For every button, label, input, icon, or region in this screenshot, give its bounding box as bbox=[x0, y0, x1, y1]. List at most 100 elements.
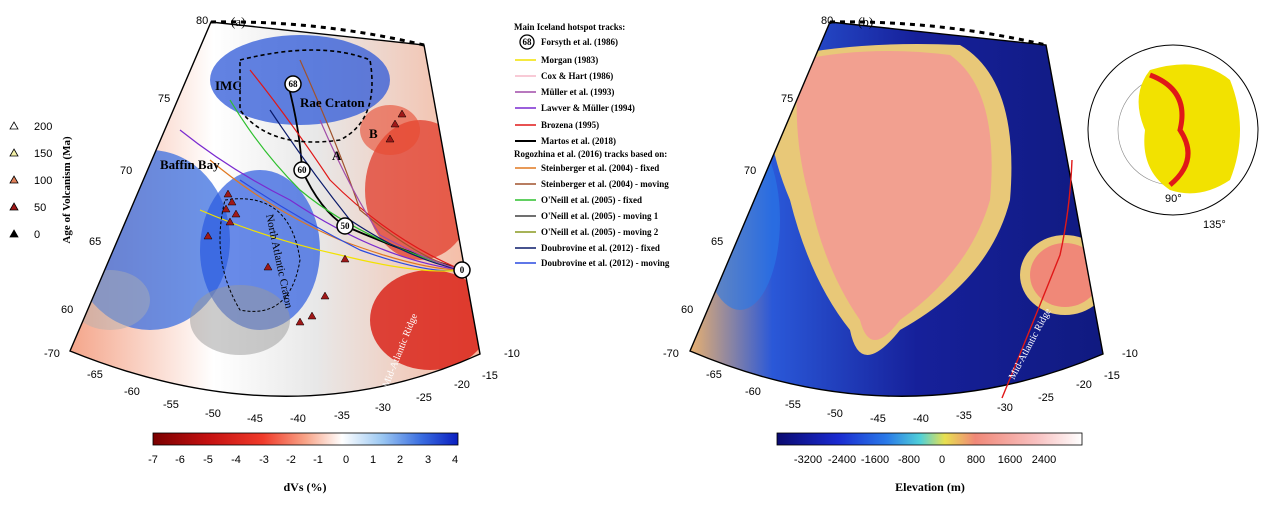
panel-a-lat-labels: 80 75 70 65 60 bbox=[61, 15, 208, 316]
colorbar-b-title: Elevation (m) bbox=[895, 480, 965, 494]
lon-b-45: -45 bbox=[870, 413, 886, 425]
label-b: B bbox=[369, 126, 378, 141]
track-legend-item-oneill-moving1: O'Neill et al. (2005) - moving 1 bbox=[515, 211, 659, 221]
track-legend-item-stein-moving: Steinberger et al. (2004) - moving bbox=[515, 179, 669, 189]
track-marker-50: 50 bbox=[336, 217, 354, 235]
track-legend-item-oneill-fixed: O'Neill et al. (2005) - fixed bbox=[515, 195, 642, 205]
svg-text:3: 3 bbox=[425, 454, 431, 466]
lat-b-70: 70 bbox=[744, 165, 756, 177]
svg-text:Lawver & Müller (1994): Lawver & Müller (1994) bbox=[541, 103, 635, 113]
panel-b-frame-hatch bbox=[829, 20, 1047, 47]
panel-b-lon-labels: -70 -65 -60 -55 -50 -45 -40 -35 -30 -25 … bbox=[663, 348, 1138, 425]
volcanism-legend: Age of Volcanism (Ma) 200 150 100 50 0 bbox=[9, 121, 73, 244]
svg-text:Steinberger et al. (2004) - mo: Steinberger et al. (2004) - moving bbox=[541, 179, 669, 189]
panel-a-nac-outline bbox=[219, 198, 301, 312]
svg-text:68: 68 bbox=[523, 37, 533, 47]
inset-landmass bbox=[1138, 64, 1240, 194]
svg-text:-3: -3 bbox=[259, 454, 269, 466]
svg-text:Martos et al. (2018): Martos et al. (2018) bbox=[541, 136, 616, 146]
svg-text:-2400: -2400 bbox=[828, 454, 856, 466]
svg-text:0: 0 bbox=[34, 229, 40, 241]
svg-text:Doubrovine et al. (2012) - mov: Doubrovine et al. (2012) - moving bbox=[541, 258, 670, 268]
label-baffin-bay: Baffin Bay bbox=[160, 157, 220, 172]
lon-b-25: -25 bbox=[1038, 392, 1054, 404]
svg-text:68: 68 bbox=[289, 79, 299, 89]
svg-text:-6: -6 bbox=[175, 454, 185, 466]
lon-45: -45 bbox=[247, 413, 263, 425]
lon-70: -70 bbox=[44, 348, 60, 360]
panel-b-lat-labels: 80 75 70 65 60 bbox=[681, 15, 833, 316]
svg-text:800: 800 bbox=[967, 454, 985, 466]
lon-b-50: -50 bbox=[827, 408, 843, 420]
panel-a-lon-labels: -70 -65 -60 -55 -50 -45 -40 -35 -30 -25 … bbox=[44, 348, 520, 425]
track-legend-item-stein-fixed: Steinberger et al. (2004) - fixed bbox=[515, 163, 659, 173]
svg-text:-5: -5 bbox=[203, 454, 213, 466]
track-legend-heading: Main Iceland hotspot tracks: bbox=[514, 22, 625, 32]
track-legend-rog-heading: Rogozhina et al. (2016) tracks based on: bbox=[514, 149, 667, 159]
panel-b-inset-globe: 90° 135° bbox=[1087, 44, 1259, 231]
lon-40: -40 bbox=[290, 413, 306, 425]
svg-text:O'Neill et al. (2005) - moving: O'Neill et al. (2005) - moving 2 bbox=[541, 227, 659, 237]
lon-b-70: -70 bbox=[663, 348, 679, 360]
svg-text:O'Neill et al. (2005) - moving: O'Neill et al. (2005) - moving 1 bbox=[541, 211, 659, 221]
lon-b-20: -20 bbox=[1076, 379, 1092, 391]
panel-b-map-frame bbox=[689, 21, 1104, 397]
svg-text:-800: -800 bbox=[898, 454, 920, 466]
lon-60: -60 bbox=[124, 386, 140, 398]
volcanism-item-0: 0 bbox=[9, 229, 40, 241]
svg-text:Cox & Hart (1986): Cox & Hart (1986) bbox=[541, 71, 613, 81]
track-legend-item-cox-hart: Cox & Hart (1986) bbox=[515, 71, 613, 81]
volcanism-item-200: 200 bbox=[9, 121, 52, 133]
svg-text:0: 0 bbox=[343, 454, 349, 466]
svg-text:60: 60 bbox=[298, 165, 308, 175]
lat-b-80: 80 bbox=[821, 15, 833, 27]
lat-65: 65 bbox=[89, 236, 101, 248]
volcanism-item-100: 100 bbox=[9, 175, 52, 187]
lon-50: -50 bbox=[205, 408, 221, 420]
track-legend: Main Iceland hotspot tracks: 68 Forsyth … bbox=[514, 22, 670, 268]
svg-text:Doubrovine et al. (2012) - fix: Doubrovine et al. (2012) - fixed bbox=[541, 243, 660, 253]
svg-text:0: 0 bbox=[939, 454, 945, 466]
lon-b-10: -10 bbox=[1122, 348, 1138, 360]
greenland-land bbox=[796, 51, 992, 340]
svg-text:Brozena (1995): Brozena (1995) bbox=[541, 120, 599, 130]
svg-text:-1600: -1600 bbox=[861, 454, 889, 466]
label-rae-craton: Rae Craton bbox=[300, 95, 365, 110]
panel-a-map: 68 60 50 0 IMC Rae Craton Baffin Bay A B… bbox=[44, 14, 520, 425]
track-legend-item-lawver: Lawver & Müller (1994) bbox=[515, 103, 635, 113]
lon-b-15: -15 bbox=[1104, 370, 1120, 382]
svg-text:-4: -4 bbox=[231, 454, 241, 466]
svg-text:-1: -1 bbox=[313, 454, 323, 466]
track-legend-item-muller: Müller et al. (1993) bbox=[515, 87, 614, 97]
svg-text:100: 100 bbox=[34, 175, 52, 187]
panel-b-label: (b) bbox=[858, 14, 873, 29]
panel-b-map: Mid-Atlantic Ridge (b) 80 75 70 65 60 -7… bbox=[663, 14, 1138, 425]
panel-a-colorbar: -7 -6 -5 -4 -3 -2 -1 0 1 2 3 4 dVs (%) bbox=[148, 432, 459, 494]
svg-text:-7: -7 bbox=[148, 454, 158, 466]
panel-b-colorbar: -3200 -2400 -1600 -800 0 800 1600 2400 E… bbox=[776, 432, 1083, 494]
lat-60: 60 bbox=[61, 304, 73, 316]
svg-text:0: 0 bbox=[460, 265, 465, 275]
volcanism-item-150: 150 bbox=[9, 148, 52, 160]
svg-text:50: 50 bbox=[34, 202, 46, 214]
track-legend-item-forsyth: 68 Forsyth et al. (1986) bbox=[519, 34, 618, 50]
panel-b-ridge-line bbox=[1001, 159, 1073, 399]
panel-a-label: (a) bbox=[231, 14, 245, 29]
panel-a-hotspot-tracks bbox=[179, 59, 463, 272]
lon-b-40: -40 bbox=[913, 413, 929, 425]
inset-label-135: 135° bbox=[1203, 219, 1226, 231]
lon-35: -35 bbox=[334, 410, 350, 422]
lon-65: -65 bbox=[87, 369, 103, 381]
lon-b-35: -35 bbox=[956, 410, 972, 422]
svg-text:Forsyth et al. (1986): Forsyth et al. (1986) bbox=[541, 37, 618, 47]
lat-b-60: 60 bbox=[681, 304, 693, 316]
inset-label-90: 90° bbox=[1165, 193, 1182, 205]
svg-text:-3200: -3200 bbox=[794, 454, 822, 466]
lon-20: -20 bbox=[454, 379, 470, 391]
label-imc: IMC bbox=[215, 78, 242, 93]
lon-15: -15 bbox=[482, 370, 498, 382]
panel-b-elevation bbox=[700, 44, 1103, 355]
svg-text:1600: 1600 bbox=[998, 454, 1022, 466]
track-legend-item-morgan: Morgan (1983) bbox=[515, 55, 598, 65]
